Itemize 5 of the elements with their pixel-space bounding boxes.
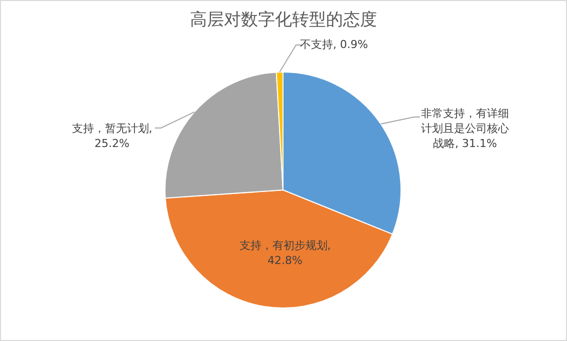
data-label: 不支持, 0.9%: [300, 37, 369, 52]
data-label: 支持，暂无计划, 25.2%: [70, 121, 154, 151]
chart-title: 高层对数字化转型的态度: [189, 9, 378, 31]
data-label: 支持，有初步规划, 42.8%: [238, 238, 332, 268]
data-label: 非常支持，有详细计划且是公司核心战略, 31.1%: [420, 106, 510, 151]
